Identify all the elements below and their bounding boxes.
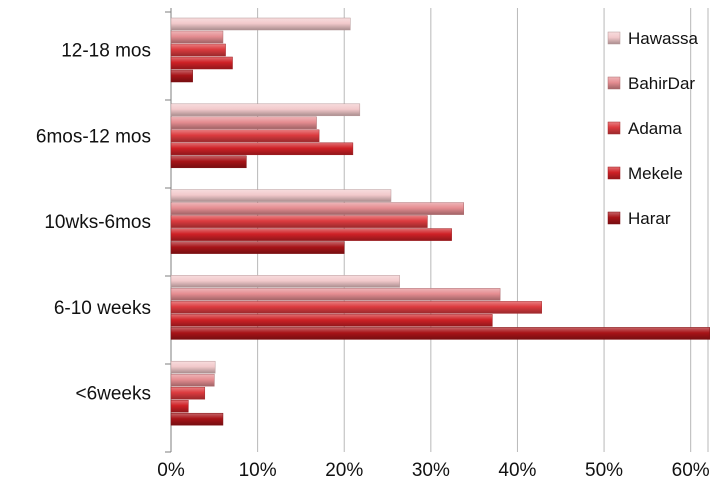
x-tick-label: 20%: [325, 460, 363, 481]
legend-swatch-mekele: [607, 166, 621, 180]
bar-hawassa-1: [170, 103, 361, 117]
bar-mekele-3: [170, 314, 493, 327]
legend-label-bahirdar: BahirDar: [628, 74, 695, 93]
x-tick-labels: 0% 10% 20% 30% 40% 50% 60%: [157, 460, 710, 481]
bar-harar-2: [170, 241, 345, 254]
bar-adama-2: [170, 215, 428, 228]
legend-swatch-adama: [607, 121, 621, 135]
legend-swatch-bahirdar: [607, 76, 621, 90]
bar-hawassa-2: [170, 189, 392, 202]
legend: Hawassa BahirDar Adama Mekele Harar: [607, 29, 698, 228]
category-label: 6mos-12 mos: [36, 126, 151, 147]
axes: [165, 8, 172, 453]
bar-mekele-1: [170, 142, 354, 156]
bar-hawassa-3: [170, 275, 400, 288]
bar-mekele-2: [170, 228, 452, 241]
x-tick-label: 50%: [585, 460, 623, 481]
bar-harar-0: [170, 69, 193, 83]
x-tick-label: 10%: [239, 460, 277, 481]
x-tick-label: 60%: [672, 460, 710, 481]
bar-hawassa-4: [170, 360, 216, 374]
bar-bahirdar-2: [170, 202, 465, 215]
category-labels: 12-18 mos 6mos-12 mos 10wks-6mos 6-10 weeks…: [36, 41, 151, 405]
bar-adama-0: [170, 43, 226, 57]
bar-adama-1: [170, 129, 320, 143]
x-tick-label: 0%: [157, 460, 185, 481]
category-label: 10wks-6mos: [44, 212, 151, 233]
bar-bahirdar-4: [170, 373, 215, 387]
bar-bahirdar-0: [170, 30, 224, 44]
x-tick-label: 30%: [412, 460, 450, 481]
category-label: <6weeks: [75, 384, 151, 405]
bar-hawassa-0: [170, 17, 351, 31]
bar-mekele-4: [170, 399, 189, 413]
bar-bahirdar-1: [170, 116, 317, 130]
bar-harar-3: [170, 327, 710, 340]
legend-label-mekele: Mekele: [628, 164, 683, 183]
legend-label-hawassa: Hawassa: [628, 29, 698, 48]
legend-label-adama: Adama: [628, 119, 682, 138]
bar-adama-4: [170, 386, 206, 400]
category-label: 12-18 mos: [61, 41, 151, 62]
bar-adama-3: [170, 301, 542, 314]
bar-harar-1: [170, 155, 247, 169]
bar-bahirdar-3: [170, 288, 501, 301]
legend-label-harar: Harar: [628, 209, 671, 228]
legend-swatch-harar: [607, 211, 621, 225]
bar-mekele-0: [170, 56, 233, 70]
x-tick-label: 40%: [498, 460, 536, 481]
category-label: 6-10 weeks: [54, 298, 151, 319]
bars: [170, 17, 710, 426]
bar-harar-4: [170, 412, 224, 426]
legend-swatch-hawassa: [607, 31, 621, 45]
